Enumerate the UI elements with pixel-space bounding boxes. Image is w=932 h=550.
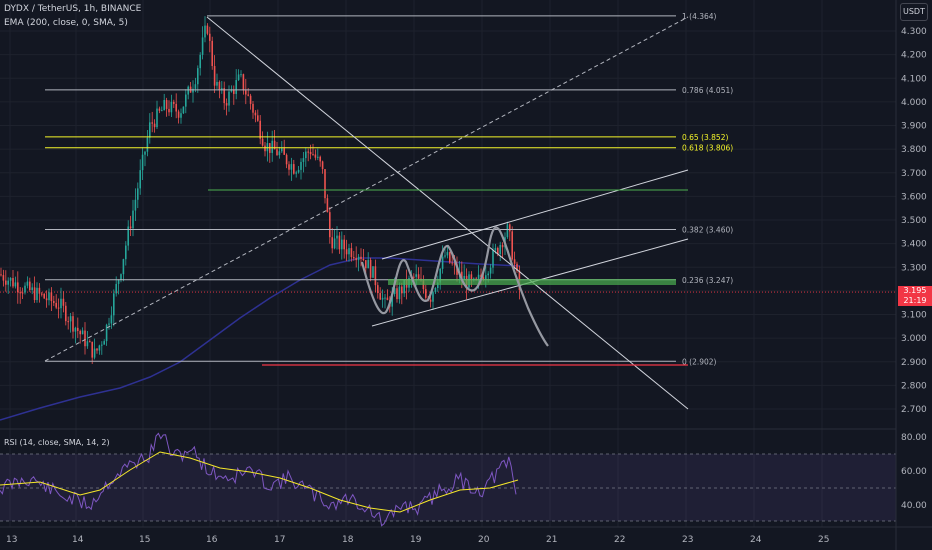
current-price-tag: 3.195 21:19: [898, 286, 932, 306]
rsi-band: [0, 454, 896, 521]
time-tick-label: 17: [274, 535, 285, 545]
fib-level-label: 0.786 (4.051): [682, 86, 733, 95]
price-tick-label: 3.100: [901, 311, 927, 321]
time-tick-label: 14: [72, 535, 84, 545]
fib-trend-dashed-line: [44, 16, 689, 362]
time-tick-label: 13: [6, 535, 17, 545]
price-tick-label: 3.900: [901, 122, 927, 132]
price-tick-label: 3.600: [901, 192, 927, 202]
rsi-pane: [0, 428, 896, 527]
rsi-ma-line: [0, 451, 519, 513]
price-tick-label: 3.800: [901, 145, 927, 155]
rsi-tick-label: 40.00: [901, 501, 927, 511]
time-tick-label: 21: [546, 535, 557, 545]
price-tick-label: 3.000: [901, 334, 927, 344]
price-axis[interactable]: 4.300 4.200 4.100 4.000 3.900 3.800 3.700 3.600…: [901, 27, 927, 415]
time-tick-label: 15: [139, 535, 150, 545]
rsi-axis: 80.00 60.00 40.00: [901, 433, 927, 511]
price-tick-label: 4.300: [901, 27, 927, 37]
currency-button[interactable]: USDT: [900, 3, 928, 21]
time-tick-label: 20: [478, 535, 490, 545]
fib-level-label: 0.382 (3.460): [682, 225, 733, 234]
fib-level-label: 0 (2.902): [682, 357, 717, 366]
time-tick-label: 18: [342, 535, 354, 545]
channel-upper-line: [381, 169, 689, 260]
time-tick-label: 24: [750, 535, 762, 545]
ema-line: [0, 257, 521, 421]
downtrend-line: [206, 16, 689, 410]
symbol-title[interactable]: DYDX / TetherUS, 1h, BINANCE: [4, 4, 142, 14]
drawings: [44, 16, 689, 410]
fib-level-label: 0.236 (3.247): [682, 276, 733, 285]
fib-retracement: 1 (4.364) 0.786 (4.051) 0.65 (3.852) 0.618 …: [45, 12, 733, 366]
price-tick-label: 3.300: [901, 263, 927, 273]
chart-grid: [0, 0, 896, 527]
ema-indicator-label[interactable]: EMA (200, close, 0, SMA, 5): [4, 18, 128, 28]
fib-level-label: 1 (4.364): [682, 12, 717, 21]
current-price-value: 3.195: [903, 286, 927, 295]
price-tick-label: 3.400: [901, 240, 927, 250]
price-tick-label: 2.700: [901, 405, 927, 415]
rsi-indicator-label[interactable]: RSI (14, close, SMA, 14, 2): [4, 438, 110, 447]
rsi-tick-label: 60.00: [901, 467, 927, 477]
time-tick-label: 25: [818, 535, 829, 545]
rsi-line: [0, 432, 517, 527]
time-tick-label: 22: [614, 535, 625, 545]
time-axis[interactable]: 13 14 15 16 17 18 19 20 21 22 23 24 25: [6, 535, 829, 545]
time-tick-label: 19: [410, 535, 422, 545]
price-tick-label: 4.100: [901, 74, 927, 84]
time-tick-label: 23: [682, 535, 693, 545]
price-tick-label: 2.800: [901, 381, 927, 391]
bar-countdown: 21:19: [903, 296, 927, 305]
time-tick-label: 16: [206, 535, 218, 545]
price-tick-label: 3.700: [901, 169, 927, 179]
price-tick-label: 3.500: [901, 216, 927, 226]
fib-level-label: 0.65 (3.852): [682, 133, 728, 142]
price-tick-label: 4.200: [901, 51, 927, 61]
projection-path: [360, 226, 549, 347]
price-tick-label: 4.000: [901, 98, 927, 108]
support-zone: [388, 279, 676, 285]
rsi-tick-label: 80.00: [901, 433, 927, 443]
fib-level-label: 0.618 (3.806): [682, 144, 733, 153]
price-tick-label: 2.900: [901, 358, 927, 368]
